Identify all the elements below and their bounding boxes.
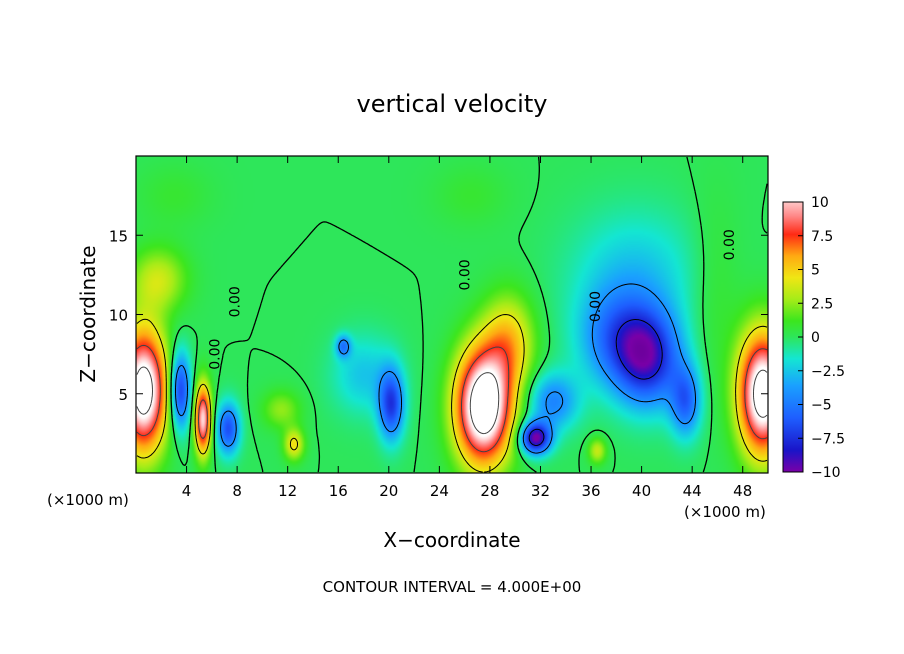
x-tick-label: 12 (278, 482, 297, 500)
colorbar-tick-label: −2.5 (811, 364, 845, 380)
colorbar-tick-label: −7.5 (811, 431, 845, 447)
x-tick-label: 16 (329, 482, 348, 500)
x-tick-label: 4 (182, 482, 192, 500)
y-axis: 5 10 15 (109, 227, 768, 404)
colorbar-tick-label: −5 (811, 398, 832, 414)
contour-label: 0.00 (207, 339, 223, 370)
x-tick-label: 8 (232, 482, 242, 500)
contour-lines (136, 156, 768, 473)
colorbar-tick-label: 5 (811, 263, 820, 279)
contour-label: 0.00 (228, 286, 244, 317)
contour-interval-note: CONTOUR INTERVAL = 4.000E+00 (323, 578, 582, 596)
contour-line (170, 156, 768, 473)
y-tick-label: 5 (118, 386, 128, 404)
plot-area (136, 156, 768, 473)
contour-line (528, 319, 663, 446)
x-tick-label: 40 (632, 482, 651, 500)
x-tick-label: 20 (379, 482, 398, 500)
x-tick-label: 36 (581, 482, 600, 500)
chart-title: vertical velocity (357, 90, 548, 118)
contour-line (136, 366, 768, 435)
y-tick-label: 15 (109, 227, 128, 245)
y-tick-label: 10 (109, 307, 128, 325)
contour-labels: 0.00 0.00 0.00 0.00 0.00 (207, 229, 737, 370)
contour-line (136, 314, 768, 473)
contour-line (136, 344, 768, 453)
x-tick-label: 28 (480, 482, 499, 500)
contour-label: 0.00 (458, 259, 474, 290)
x-axis: 4 8 12 16 20 24 28 32 36 40 44 48 (182, 156, 752, 500)
colorbar-tick-label: 2.5 (811, 296, 833, 312)
colorbar-ticks: 10 7.5 5 2.5 0 −2.5 −5 −7.5 −10 (798, 195, 845, 481)
colorbar-tick-label: −10 (811, 465, 841, 481)
contour-line (175, 283, 696, 454)
x-tick-label: 44 (683, 482, 702, 500)
x-unit-left: (×1000 m) (47, 491, 129, 509)
x-axis-label: X−coordinate (383, 528, 520, 552)
contour-label: 0.00 (588, 291, 604, 322)
colorbar-tick-label: 0 (811, 330, 820, 346)
x-tick-label: 32 (531, 482, 550, 500)
y-axis-label: Z−coordinate (76, 245, 100, 382)
colorbar: 10 7.5 5 2.5 0 −2.5 −5 −7.5 −10 (782, 195, 845, 481)
colorbar-tick-label: 7.5 (811, 229, 833, 245)
x-tick-label: 24 (430, 482, 449, 500)
x-unit-right: (×1000 m) (684, 503, 766, 521)
x-tick-label: 48 (733, 482, 752, 500)
colorbar-tick-label: 10 (811, 195, 829, 211)
contour-label: 0.00 (722, 229, 738, 260)
